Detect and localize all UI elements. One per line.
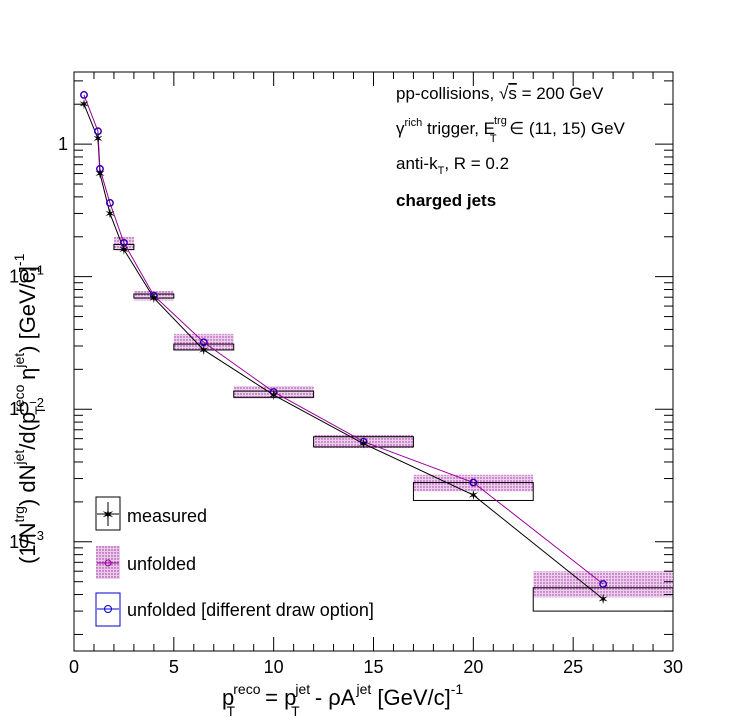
measured-point: ✶ (358, 436, 370, 452)
legend-circle-icon (104, 559, 112, 567)
unfolded-alt-point (150, 292, 158, 300)
measured-point: ✶ (92, 131, 104, 147)
unfolded-alt-point (80, 91, 88, 99)
measured-point: ✶ (94, 166, 106, 182)
annotations: pp-collisions, √s = 200 GeV γrich trigge… (396, 84, 626, 210)
y-tick-label: 1 (58, 134, 68, 154)
legend-box-icon (95, 496, 121, 531)
legend-item-measured: ✶ measured (95, 496, 207, 531)
x-tick-label: 20 (463, 657, 483, 677)
legend-label-measured: measured (127, 506, 207, 526)
measured-point: ✶ (268, 387, 280, 403)
legend-star-icon: ✶ (101, 507, 114, 524)
annotation-trigger: γrich trigger, Etrg T ∈ (11, 15) GeV (396, 115, 626, 145)
unfolded-alt-point (469, 479, 477, 487)
legend-label-unfolded: unfolded (127, 554, 196, 574)
legend: ✶ measured unfolded unfolded [different … (95, 496, 374, 627)
measured-point: ✶ (148, 290, 160, 306)
series-lines (83, 94, 604, 600)
legend-item-unfolded-alt: unfolded [different draw option] (95, 592, 374, 627)
measured-point: ✶ (104, 205, 116, 221)
measured-point: ✶ (198, 342, 210, 358)
measured-point: ✶ (118, 242, 130, 258)
measured-point: ✶ (78, 96, 90, 112)
unfolded-alt-point (200, 338, 208, 346)
unfolded-alt-point (106, 199, 114, 207)
legend-label-unfolded-alt: unfolded [different draw option] (127, 600, 374, 620)
annotation-jets: charged jets (396, 191, 496, 210)
y-axis: 1 10−1 10−2 10−3 (9, 80, 673, 635)
x-tick-label: 25 (563, 657, 583, 677)
y-tick-label: 10−1 (9, 263, 44, 287)
measured-point: ✶ (597, 591, 609, 607)
y-tick-label: 10−3 (9, 528, 44, 552)
x-tick-label: 10 (264, 657, 284, 677)
unfolded-alt-point (599, 580, 607, 588)
x-tick-label: 15 (363, 657, 383, 677)
unfolded-alt-point (96, 165, 104, 173)
unfolded-alt-point (270, 388, 278, 396)
measured-systematic-box (233, 390, 315, 398)
legend-item-unfolded: unfolded (96, 546, 196, 579)
measured-point: ✶ (467, 487, 479, 503)
x-tick-label: 30 (663, 657, 683, 677)
legend-box-icon (95, 592, 121, 627)
unfolded-alt-point (360, 438, 368, 446)
y-tick-label: 10−2 (9, 395, 44, 419)
unfolded-alt-point (120, 239, 128, 247)
x-axis: 0 5 10 15 20 25 30 (69, 72, 683, 677)
annotation-algorithm: anti-kT, R = 0.2 (396, 154, 509, 177)
annotation-collisions: pp-collisions, √s = 200 GeV (396, 84, 604, 103)
legend-circle-icon (104, 605, 112, 613)
x-axis-title: preco T = pjet T - ρAjet [GeV/c]-1 (222, 681, 463, 719)
unfolded-alt-point (94, 127, 102, 135)
x-tick-label: 0 (69, 657, 79, 677)
x-tick-label: 5 (169, 657, 179, 677)
unfolded-line (83, 94, 604, 585)
uncertainty-bands (113, 236, 674, 612)
y-axis-title: (1/Ntrg) dNjet/d(preco T ηjet) [GeV/c]-1 (11, 253, 48, 564)
unfolded-uncertainty-band (533, 571, 673, 598)
measured-systematic-box (313, 436, 414, 448)
data-markers: ✶ ✶ ✶ ✶ ✶ ✶ ✶ ✶ ✶ ✶ ✶ (78, 90, 609, 607)
